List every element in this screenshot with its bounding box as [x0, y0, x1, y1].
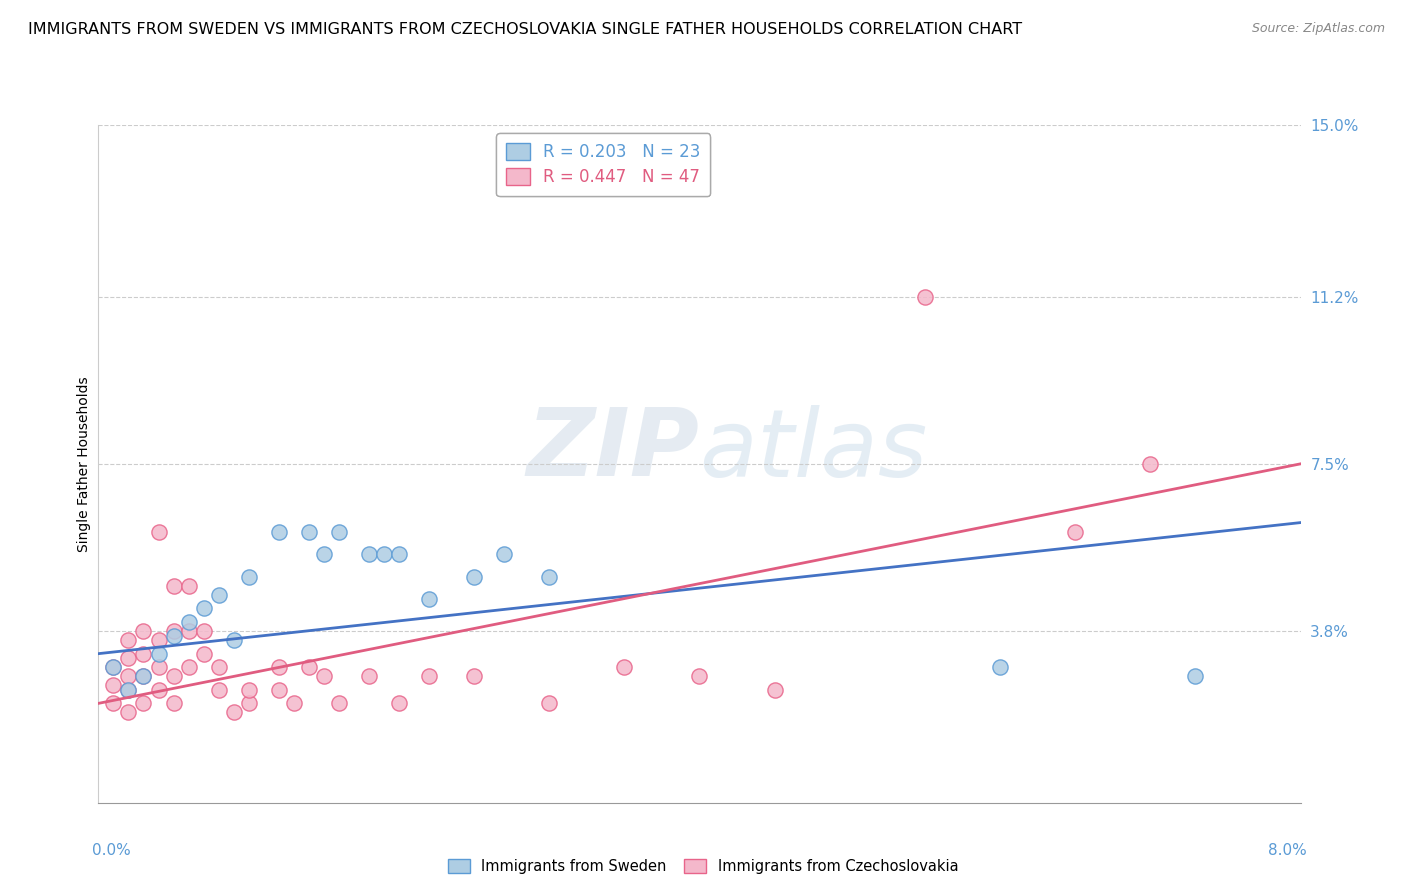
Point: [208, 682, 231, 697]
Point: [148, 524, 170, 539]
Point: [388, 547, 411, 561]
Point: [494, 547, 516, 561]
Point: [688, 669, 710, 683]
Point: [267, 682, 290, 697]
Point: [103, 660, 125, 674]
Point: [132, 669, 155, 683]
Point: [312, 547, 335, 561]
Point: [388, 697, 411, 711]
Text: 8.0%: 8.0%: [1268, 844, 1306, 858]
Point: [357, 547, 380, 561]
Point: [177, 579, 200, 593]
Point: [148, 660, 170, 674]
Point: [238, 570, 260, 584]
Point: [132, 624, 155, 638]
Point: [162, 629, 184, 643]
Point: [162, 697, 184, 711]
Point: [238, 682, 260, 697]
Text: ZIP: ZIP: [527, 404, 699, 496]
Point: [988, 660, 1011, 674]
Point: [148, 647, 170, 661]
Point: [132, 669, 155, 683]
Point: [298, 524, 321, 539]
Point: [1064, 524, 1087, 539]
Point: [373, 547, 395, 561]
Text: IMMIGRANTS FROM SWEDEN VS IMMIGRANTS FROM CZECHOSLOVAKIA SINGLE FATHER HOUSEHOLD: IMMIGRANTS FROM SWEDEN VS IMMIGRANTS FRO…: [28, 22, 1022, 37]
Point: [357, 669, 380, 683]
Point: [162, 624, 184, 638]
Point: [177, 660, 200, 674]
Point: [1139, 457, 1161, 471]
Point: [418, 669, 440, 683]
Point: [208, 588, 231, 602]
Point: [177, 615, 200, 629]
Point: [132, 697, 155, 711]
Point: [177, 624, 200, 638]
Point: [328, 697, 350, 711]
Text: atlas: atlas: [699, 405, 928, 496]
Point: [914, 290, 936, 304]
Point: [763, 682, 786, 697]
Text: Source: ZipAtlas.com: Source: ZipAtlas.com: [1251, 22, 1385, 36]
Point: [267, 660, 290, 674]
Point: [148, 633, 170, 648]
Point: [463, 570, 485, 584]
Point: [222, 706, 245, 720]
Point: [538, 570, 561, 584]
Point: [148, 682, 170, 697]
Point: [117, 682, 139, 697]
Point: [162, 669, 184, 683]
Point: [222, 633, 245, 648]
Point: [117, 669, 139, 683]
Point: [1184, 669, 1206, 683]
Point: [117, 706, 139, 720]
Point: [238, 697, 260, 711]
Point: [132, 647, 155, 661]
Point: [312, 669, 335, 683]
Point: [463, 669, 485, 683]
Point: [418, 592, 440, 607]
Point: [117, 682, 139, 697]
Point: [193, 624, 215, 638]
Point: [267, 524, 290, 539]
Point: [103, 678, 125, 692]
Point: [193, 601, 215, 615]
Point: [328, 524, 350, 539]
Point: [298, 660, 321, 674]
Point: [162, 579, 184, 593]
Point: [538, 697, 561, 711]
Point: [613, 660, 636, 674]
Point: [208, 660, 231, 674]
Point: [283, 697, 305, 711]
Y-axis label: Single Father Households: Single Father Households: [77, 376, 91, 551]
Legend: R = 0.203   N = 23, R = 0.447   N = 47: R = 0.203 N = 23, R = 0.447 N = 47: [496, 133, 710, 196]
Point: [117, 651, 139, 665]
Point: [103, 660, 125, 674]
Point: [117, 633, 139, 648]
Text: 0.0%: 0.0%: [93, 844, 131, 858]
Point: [103, 697, 125, 711]
Legend: Immigrants from Sweden, Immigrants from Czechoslovakia: Immigrants from Sweden, Immigrants from …: [441, 854, 965, 880]
Point: [193, 647, 215, 661]
